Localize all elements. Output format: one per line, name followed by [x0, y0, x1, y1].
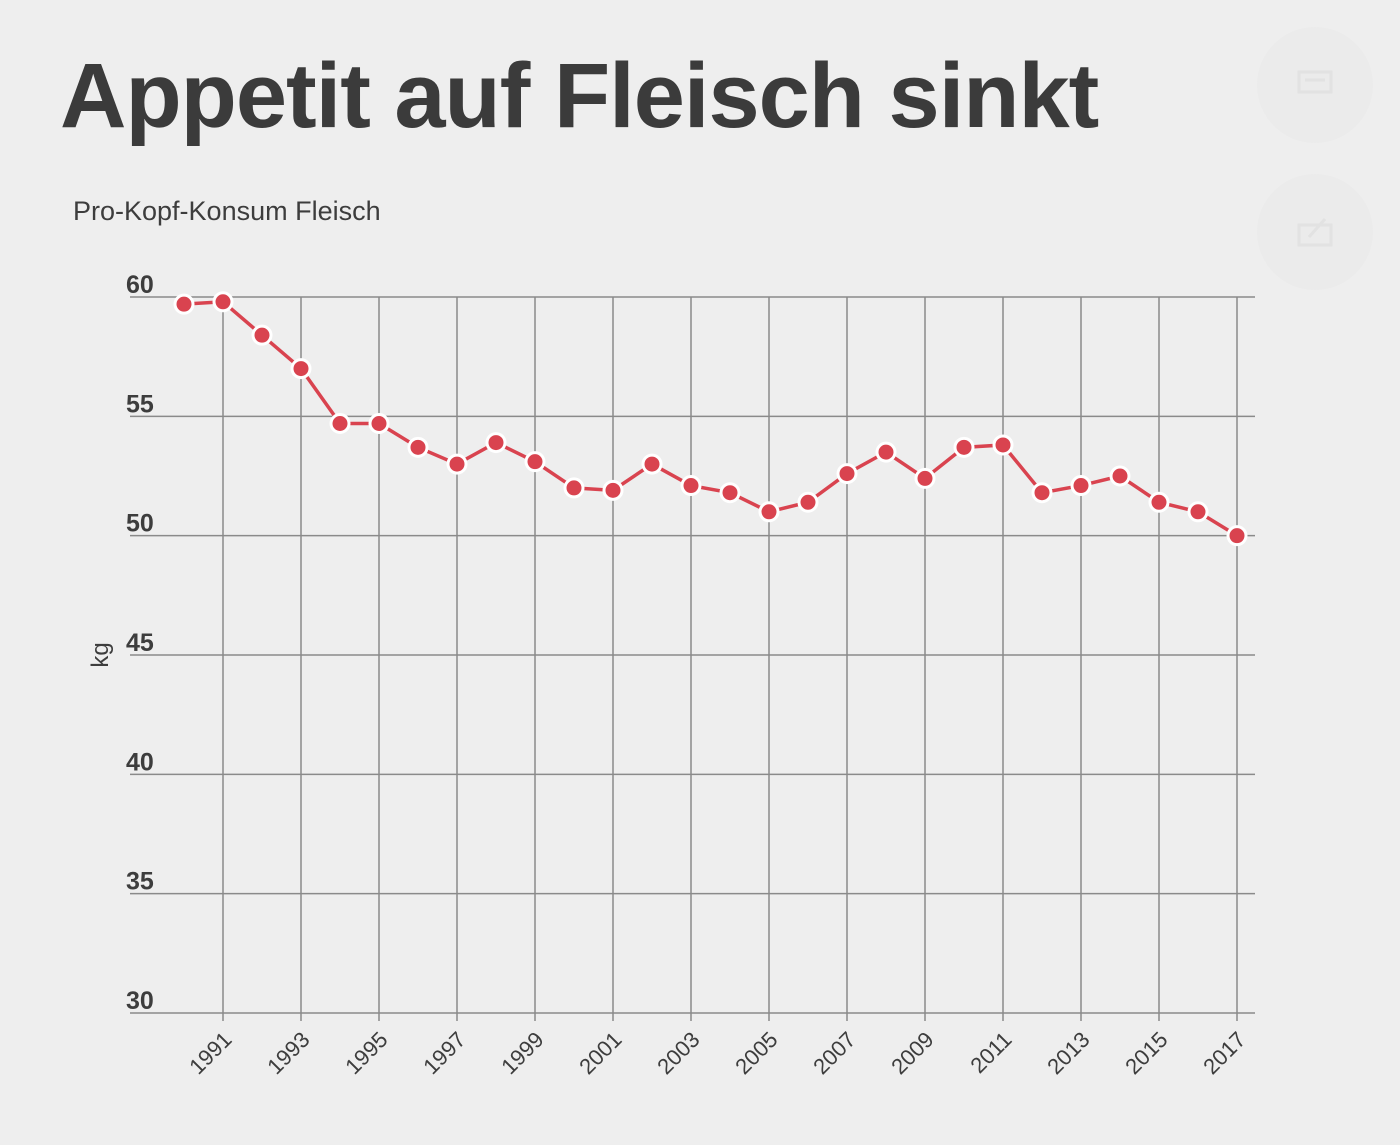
data-point [1109, 465, 1131, 487]
data-point [1070, 475, 1092, 497]
y-tick-label: 55 [126, 390, 154, 418]
data-point [914, 467, 936, 489]
data-point [875, 441, 897, 463]
data-point [758, 501, 780, 523]
data-point [524, 451, 546, 473]
chart-title: Appetit auf Fleisch sinkt [60, 45, 1099, 147]
x-tick-label: 2001 [574, 1027, 626, 1079]
data-point [563, 477, 585, 499]
share-icon [1297, 218, 1333, 247]
data-point [446, 453, 468, 475]
x-tick-label: 1993 [262, 1027, 314, 1079]
x-tick-label: 2009 [886, 1027, 938, 1079]
share-button[interactable] [1257, 174, 1373, 290]
comment-icon [1297, 70, 1333, 94]
x-tick-label: 1995 [340, 1027, 392, 1079]
data-point [407, 436, 429, 458]
x-tick-label: 2007 [808, 1027, 860, 1079]
data-point [836, 463, 858, 485]
data-point [953, 436, 975, 458]
data-point [290, 358, 312, 380]
y-tick-label: 30 [126, 987, 154, 1015]
data-point [992, 434, 1014, 456]
data-point [680, 475, 702, 497]
data-point [1148, 491, 1170, 513]
x-tick-label: 2011 [965, 1027, 1016, 1078]
comment-button[interactable] [1257, 27, 1373, 143]
y-tick-label: 60 [126, 271, 154, 299]
data-point [797, 491, 819, 513]
data-point [1187, 501, 1209, 523]
x-tick-label: 2015 [1120, 1027, 1172, 1079]
data-point [251, 324, 273, 346]
x-tick-label: 2003 [652, 1027, 704, 1079]
chart-subtitle: Pro-Kopf-Konsum Fleisch [73, 196, 381, 226]
x-tick-label: 1991 [184, 1027, 236, 1079]
data-point [719, 482, 741, 504]
data-point [485, 432, 507, 454]
x-tick-label: 1999 [496, 1027, 548, 1079]
data-point [1031, 482, 1053, 504]
data-point [212, 291, 234, 313]
x-tick-label: 2005 [730, 1027, 782, 1079]
y-tick-label: 50 [126, 510, 154, 538]
x-tick-label: 2017 [1198, 1027, 1250, 1079]
y-axis-label: kg [87, 642, 114, 667]
y-tick-label: 45 [126, 629, 154, 657]
data-point [1226, 525, 1248, 547]
data-point [602, 479, 624, 501]
data-point [173, 293, 195, 315]
y-tick-label: 40 [126, 748, 154, 776]
data-point [641, 453, 663, 475]
x-tick-label: 1997 [418, 1027, 470, 1079]
data-line [183, 299, 1238, 538]
y-tick-label: 35 [126, 868, 154, 896]
data-point [368, 412, 390, 434]
x-tick-label: 2013 [1042, 1027, 1094, 1079]
data-point [329, 412, 351, 434]
